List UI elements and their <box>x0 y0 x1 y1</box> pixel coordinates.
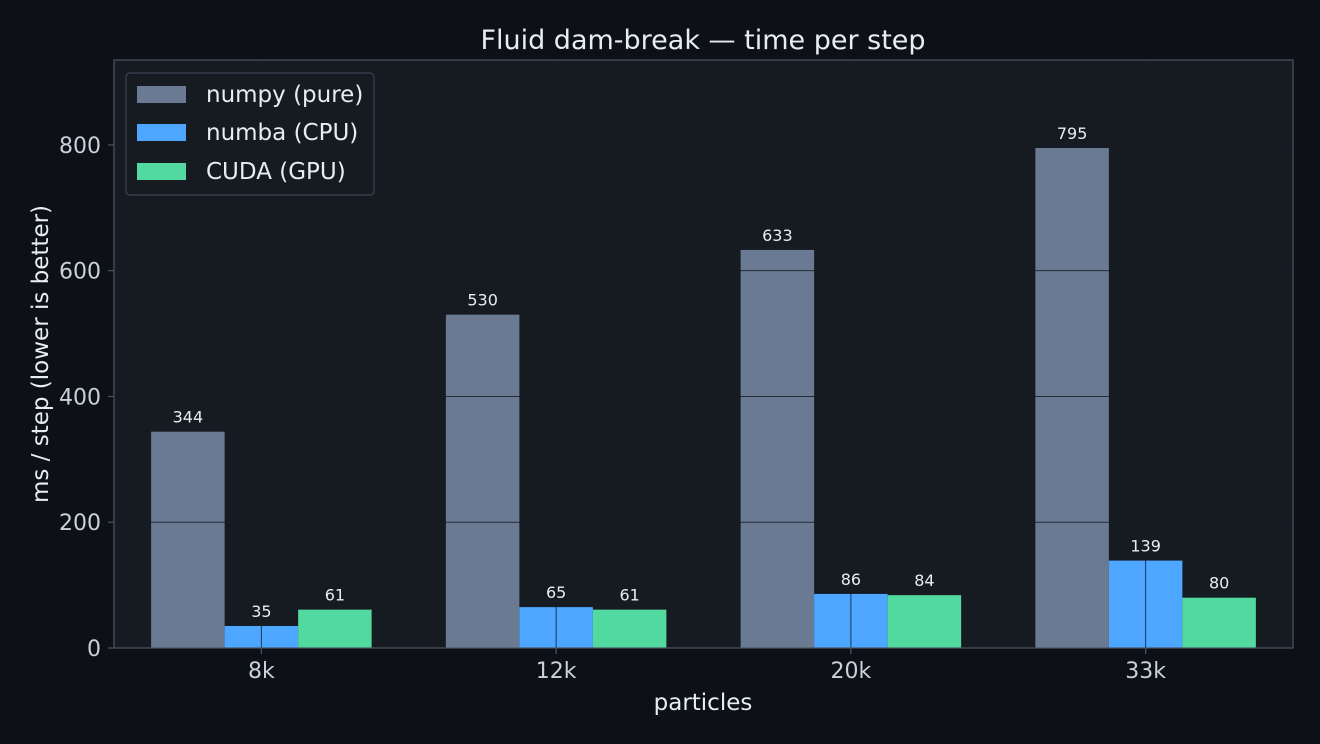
y-tick-label: 0 <box>87 637 101 662</box>
y-axis-ticks: 0 200 400 600 800 <box>59 134 114 662</box>
chart-title: Fluid dam-break — time per step <box>480 25 925 56</box>
bar <box>887 595 962 648</box>
bar-value-label: 86 <box>841 570 861 589</box>
y-axis-label: ms / step (lower is better) <box>28 205 54 503</box>
y-tick-label: 400 <box>59 385 101 410</box>
x-tick-label: 20k <box>831 659 872 684</box>
bar-value-label: 530 <box>467 291 498 310</box>
bar-value-label: 795 <box>1057 124 1088 143</box>
bar <box>298 609 372 648</box>
bar <box>445 314 520 648</box>
bar-value-label: 61 <box>619 586 639 605</box>
bar <box>151 431 225 648</box>
legend: numpy (pure) numba (CPU) CUDA (GPU) <box>125 72 375 196</box>
x-tick-label: 8k <box>248 659 275 684</box>
y-tick-label: 200 <box>59 511 101 536</box>
bar-value-label: 344 <box>173 408 204 427</box>
bar-value-label: 139 <box>1130 537 1161 556</box>
x-tick-label: 12k <box>536 659 577 684</box>
y-tick-label: 800 <box>59 134 101 159</box>
bar-value-label: 61 <box>325 586 345 605</box>
bar <box>1035 148 1109 648</box>
bar <box>592 609 667 648</box>
bar-value-label: 80 <box>1209 574 1229 593</box>
bar-value-label: 65 <box>546 583 566 602</box>
bar <box>1182 597 1256 648</box>
legend-label-numba: numba (CPU) <box>206 120 358 146</box>
plot-frame <box>113 59 1294 649</box>
legend-box <box>125 72 375 196</box>
bar <box>740 249 815 649</box>
y-tick-label: 600 <box>59 260 101 285</box>
grid-overlay <box>114 60 1293 648</box>
x-axis-ticks: 8k 12k 20k 33k <box>248 648 1166 684</box>
bar-value-label: 84 <box>914 571 934 590</box>
legend-swatch-numba <box>137 124 186 141</box>
legend-label-numpy: numpy (pure) <box>206 82 363 108</box>
legend-label-cuda: CUDA (GPU) <box>206 159 346 185</box>
legend-swatch-numpy <box>137 86 186 103</box>
bar-value-label: 35 <box>251 602 271 621</box>
bar-value-label: 633 <box>762 226 793 245</box>
x-axis-label: particles <box>654 690 753 716</box>
data-labels: 344 35 61 530 65 61 633 86 84 795 139 80 <box>173 124 1230 621</box>
x-tick-label: 33k <box>1125 659 1166 684</box>
legend-swatch-cuda <box>137 163 186 180</box>
